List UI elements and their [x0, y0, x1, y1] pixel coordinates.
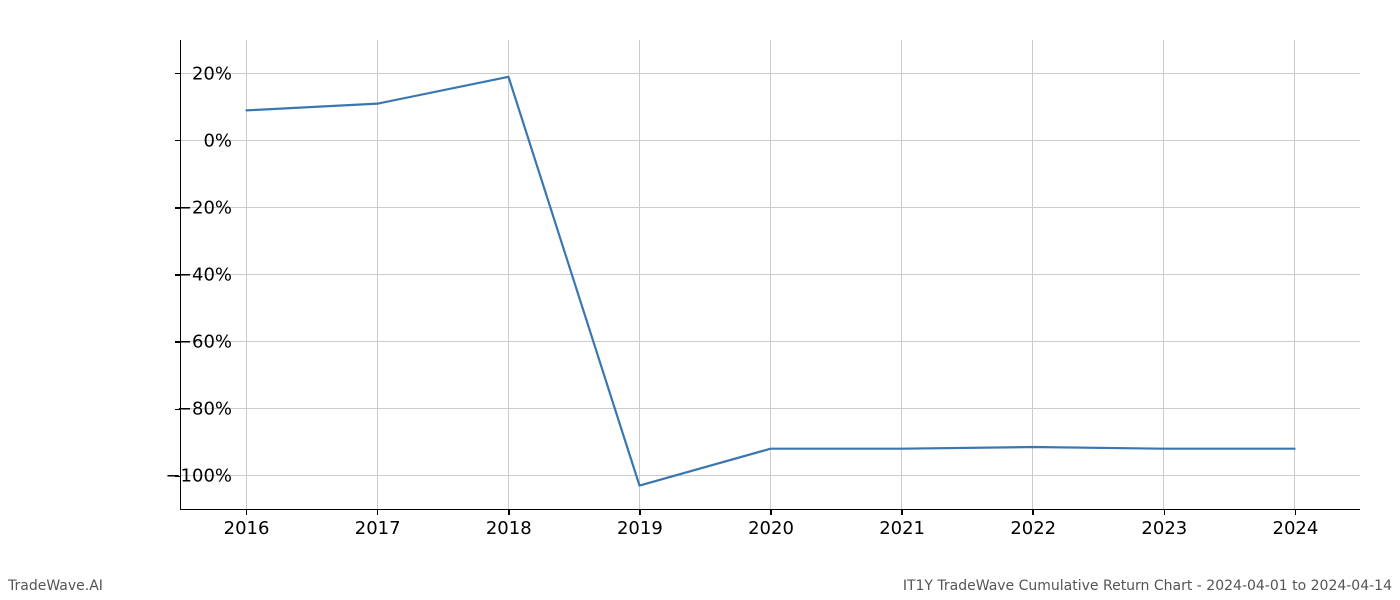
- x-tick-mark: [508, 509, 510, 515]
- y-tick-label: −80%: [152, 399, 232, 420]
- y-tick-label: −60%: [152, 332, 232, 353]
- y-tick-label: −100%: [152, 466, 232, 487]
- x-tick-label: 2017: [348, 518, 408, 539]
- plot-area: −100%−80%−60%−40%−20%0%20%20162017201820…: [180, 40, 1360, 510]
- x-tick-mark: [1032, 509, 1034, 515]
- x-tick-label: 2020: [741, 518, 801, 539]
- footer-caption: IT1Y TradeWave Cumulative Return Chart -…: [903, 578, 1392, 594]
- x-tick-label: 2019: [610, 518, 670, 539]
- y-tick-label: 20%: [152, 63, 232, 84]
- x-tick-mark: [1164, 509, 1166, 515]
- x-tick-label: 2024: [1265, 518, 1325, 539]
- y-tick-label: −20%: [152, 197, 232, 218]
- x-tick-mark: [639, 509, 641, 515]
- x-tick-mark: [770, 509, 772, 515]
- y-tick-label: 0%: [152, 130, 232, 151]
- x-tick-label: 2018: [479, 518, 539, 539]
- x-tick-mark: [901, 509, 903, 515]
- x-tick-label: 2022: [1003, 518, 1063, 539]
- y-tick-label: −40%: [152, 265, 232, 286]
- chart-container: −100% −80% −60% −40% −20% 0% 20% 2016 2017 2018 20…: [120, 40, 1360, 550]
- footer-brand: TradeWave.AI: [8, 578, 103, 594]
- x-tick-mark: [1295, 509, 1297, 515]
- x-tick-label: 2023: [1134, 518, 1194, 539]
- x-tick-label: 2016: [217, 518, 277, 539]
- x-tick-mark: [246, 509, 248, 515]
- line-chart-svg: [181, 40, 1360, 509]
- x-tick-mark: [377, 509, 379, 515]
- x-tick-label: 2021: [872, 518, 932, 539]
